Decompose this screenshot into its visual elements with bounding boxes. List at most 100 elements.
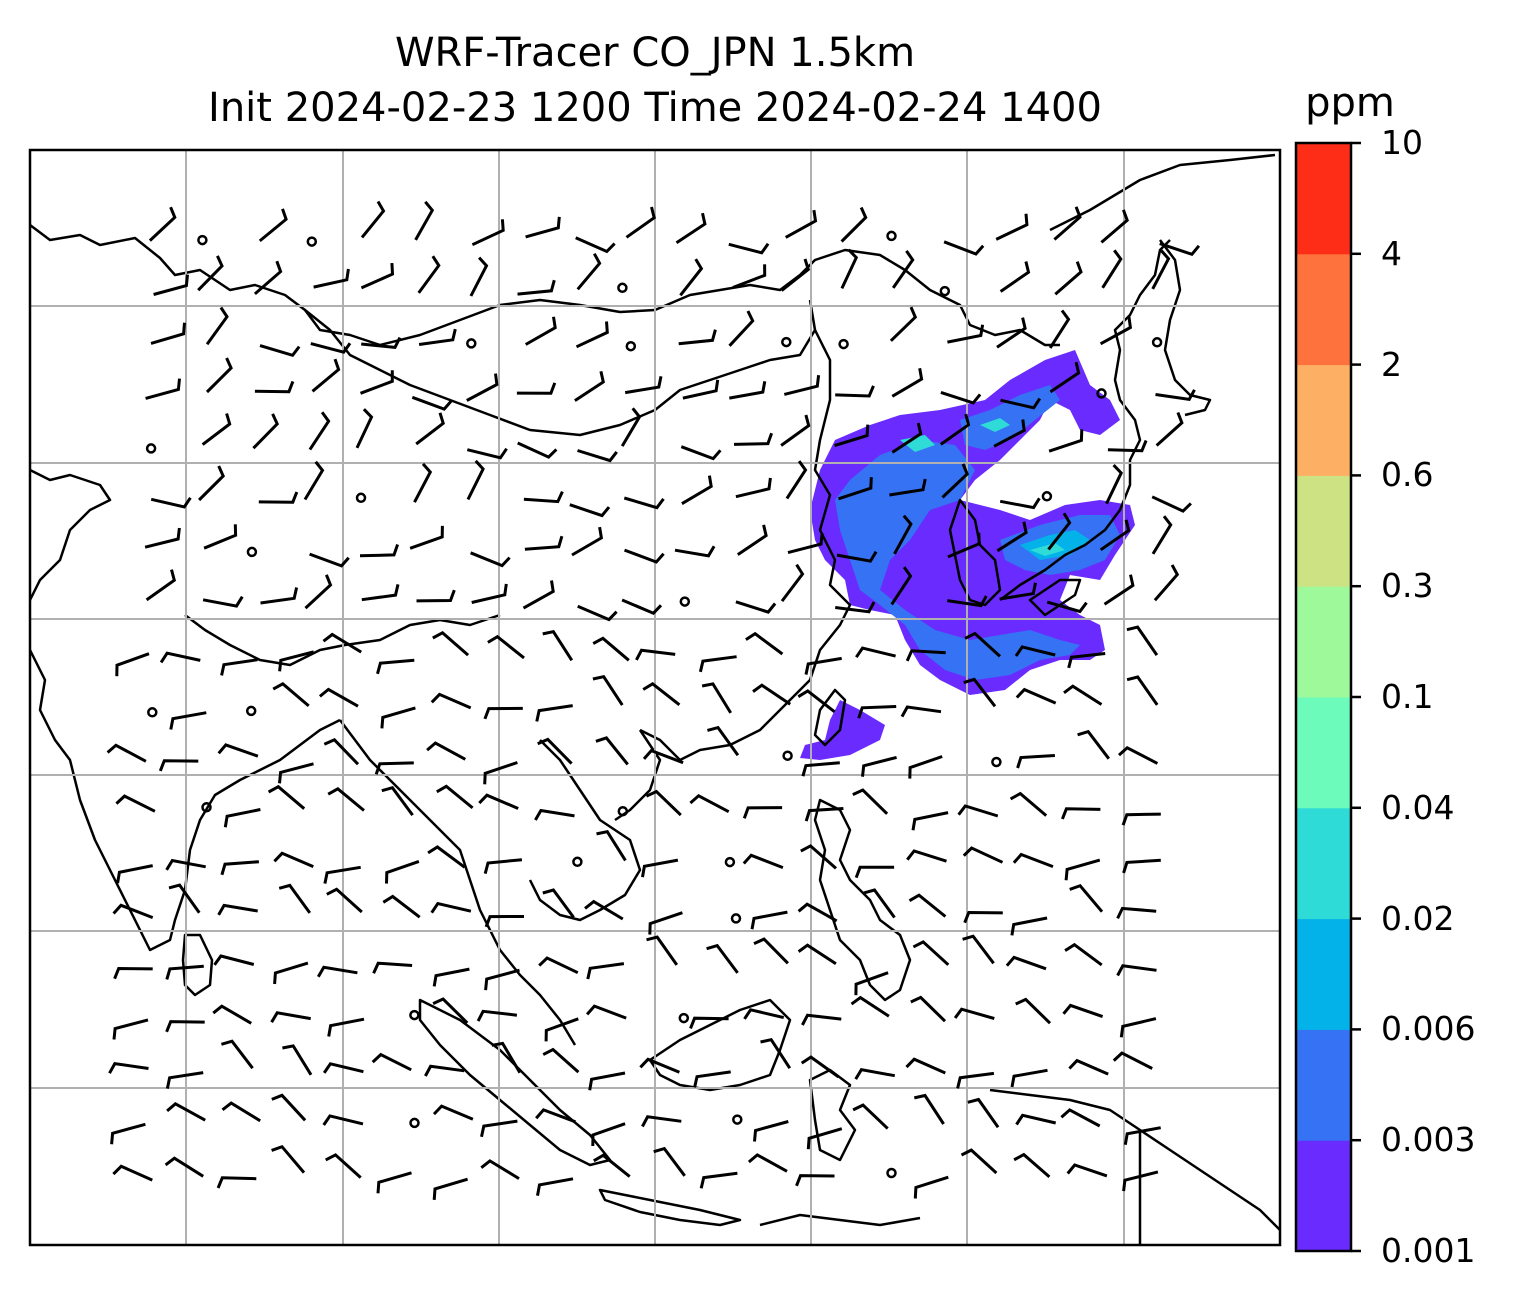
wind-barb <box>165 858 206 871</box>
wind-barb <box>957 804 999 818</box>
wind-barb <box>962 846 1004 864</box>
wind-barb <box>1012 852 1054 869</box>
wind-barb <box>623 548 665 564</box>
colorbar-tick-label: 0.02 <box>1381 898 1455 938</box>
wind-barb <box>1126 625 1159 656</box>
wind-barb <box>905 1057 946 1075</box>
wind-barb <box>689 793 730 814</box>
wind-barb <box>198 465 225 502</box>
wind-barb <box>544 1017 579 1042</box>
wind-barb <box>159 651 201 664</box>
wind-barb <box>1126 675 1159 706</box>
wind-barb <box>780 563 805 603</box>
wind-barb <box>947 324 985 344</box>
wind-barb <box>852 788 889 815</box>
wind-barb <box>322 632 362 654</box>
wind-barb <box>322 1114 364 1126</box>
wind-barb <box>169 711 207 730</box>
colorbar-tick-label: 0.3 <box>1381 566 1434 606</box>
wind-barb <box>112 1018 149 1040</box>
wind-barb <box>797 943 837 965</box>
wind-barb <box>891 422 923 454</box>
wind-barb <box>106 743 147 763</box>
calm-wind-marker <box>306 236 318 247</box>
wind-barb <box>317 965 358 978</box>
calm-wind-marker <box>838 338 849 350</box>
wind-barb <box>355 408 374 449</box>
wind-barb <box>675 212 707 244</box>
wind-barb <box>272 681 310 708</box>
wind-barb <box>804 807 844 822</box>
wind-barb <box>361 584 400 602</box>
wind-barb <box>1155 389 1196 402</box>
wind-barb <box>576 252 602 291</box>
wind-barb <box>537 737 573 765</box>
wind-barb <box>205 357 233 394</box>
wind-barb <box>153 274 189 296</box>
wind-barb <box>273 961 309 985</box>
wind-barb <box>1061 807 1101 820</box>
wind-barb <box>432 1177 469 1201</box>
calm-wind-marker <box>886 230 897 242</box>
wind-barb <box>542 630 574 662</box>
wind-barb <box>623 496 665 510</box>
wind-barb <box>1067 652 1106 669</box>
wind-barb <box>1151 515 1173 555</box>
wind-barb <box>852 1103 889 1130</box>
wind-barb <box>742 806 783 819</box>
wind-barb <box>483 706 523 720</box>
wind-barb <box>800 1055 840 1079</box>
wind-barb <box>112 1164 153 1182</box>
wind-barb <box>995 213 1029 241</box>
wind-barb <box>426 741 467 761</box>
wind-barb <box>861 755 897 777</box>
wind-barb <box>1014 645 1056 657</box>
calm-wind-marker <box>1151 337 1163 348</box>
wind-barb <box>1099 519 1131 552</box>
wind-barb <box>271 1144 306 1174</box>
wind-barb <box>1122 858 1161 874</box>
calm-wind-marker <box>732 1114 743 1125</box>
wind-barb <box>641 1115 682 1128</box>
wind-barb <box>854 865 895 879</box>
wind-barb <box>1099 316 1133 346</box>
wind-barb <box>115 794 156 813</box>
wind-barb <box>999 582 1037 601</box>
wind-barb <box>854 1068 896 1080</box>
calm-wind-marker <box>939 285 951 297</box>
wind-barb <box>575 321 609 349</box>
wind-barb <box>116 864 153 884</box>
wind-barb <box>906 849 947 863</box>
wind-barb <box>165 964 204 980</box>
calm-wind-marker <box>409 1009 420 1021</box>
wind-barb <box>483 761 518 785</box>
wind-barb <box>800 844 837 870</box>
wind-barb <box>679 258 704 297</box>
wind-barb <box>205 306 229 346</box>
map-panel[interactable] <box>28 148 1282 1247</box>
wind-barb <box>278 762 314 784</box>
wind-barb <box>586 962 625 980</box>
wind-barb <box>1159 242 1201 257</box>
wind-barb <box>432 997 469 1024</box>
wind-barb <box>1062 1003 1104 1019</box>
colorbar-band <box>1296 586 1351 698</box>
colorbar-tick-label: 10 <box>1381 123 1423 162</box>
wind-barb <box>577 604 618 622</box>
wind-barb <box>1064 858 1101 881</box>
wind-barb <box>491 1041 522 1074</box>
wind-barb <box>735 600 777 614</box>
wind-barb <box>217 903 258 916</box>
wind-barb <box>303 460 325 501</box>
wind-barb <box>592 636 630 662</box>
wind-barb <box>327 1017 365 1037</box>
wind-barb <box>728 242 770 255</box>
wind-barb <box>1151 495 1192 513</box>
wind-barb <box>466 459 485 501</box>
wind-barb <box>588 1071 626 1091</box>
colorbar-band <box>1296 918 1351 1030</box>
wind-barb <box>653 1146 686 1177</box>
colorbar-tick-label: 0.003 <box>1381 1120 1476 1160</box>
wind-barb <box>360 263 395 290</box>
wind-barb <box>1122 1170 1159 1192</box>
